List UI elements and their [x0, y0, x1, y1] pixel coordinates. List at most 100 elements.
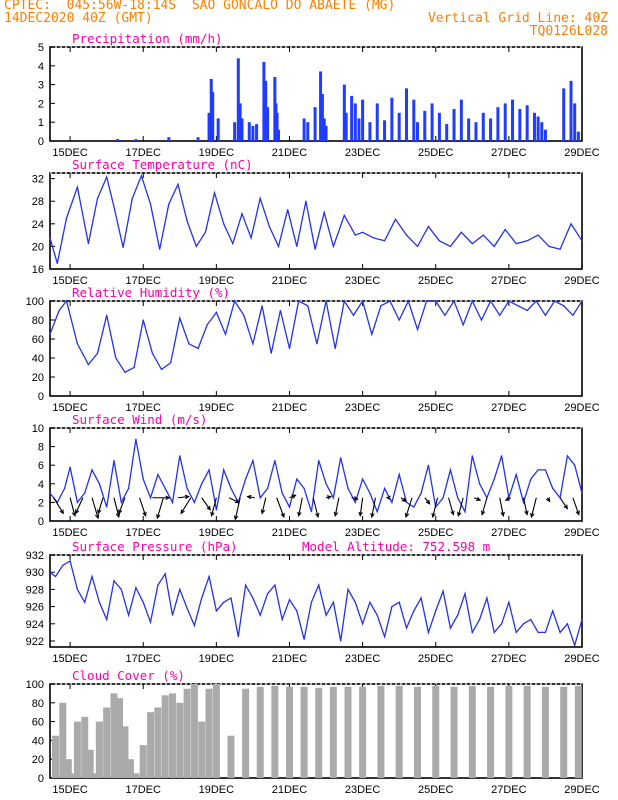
panel-4-wind-arrow-head — [233, 515, 239, 521]
panel-5-annotation: Model Altitude: 752.598 m — [302, 539, 490, 554]
panel-4-point — [259, 497, 261, 499]
panel-6-bar — [198, 721, 206, 778]
panel-6-title: Cloud Cover (%) — [72, 668, 185, 683]
panel-1-xtick-label: 19DEC — [199, 147, 235, 159]
panel-4-ytick-label: 2 — [38, 497, 44, 509]
panel-1-xtick-label: 29DEC — [564, 147, 600, 159]
panel-2-xtick-label: 27DEC — [491, 275, 527, 287]
panel-3-point — [261, 305, 263, 307]
panel-5-point — [522, 623, 525, 625]
panel-4-wind-arrow — [276, 497, 285, 518]
panel-4-wind-arrow-head — [115, 512, 121, 519]
panel-2-ytick-label: 16 — [32, 264, 44, 276]
panel-2-point — [526, 240, 528, 242]
panel-2-point — [195, 245, 197, 248]
panel-1-bar — [569, 80, 573, 141]
panel-4-wind-arrow — [448, 497, 454, 515]
panel-2-point — [416, 245, 419, 248]
panel-5-point — [552, 610, 554, 612]
panel-2-point — [277, 245, 280, 248]
panel-3-xtick-label: 23DEC — [345, 402, 381, 414]
panel-5-point — [442, 590, 444, 592]
panel-2-point — [405, 234, 408, 236]
panel-4-point — [552, 487, 554, 490]
panel-4-point — [479, 483, 481, 485]
panel-4-point — [208, 469, 210, 471]
header-datetime: 14DEC2020 40Z (GMT) — [4, 11, 153, 26]
panel-3-series-line — [49, 299, 583, 374]
panel-3-point — [197, 347, 199, 350]
panel-5-point — [274, 584, 276, 586]
panel-4-wind-arrow — [371, 497, 376, 518]
panel-3-ytick-label: 40 — [32, 353, 44, 365]
panel-5-point — [486, 597, 488, 599]
panel-6-bar — [51, 735, 59, 778]
panel-1-ytick-label: 2 — [38, 98, 44, 110]
panel-5-point — [98, 601, 100, 603]
panel-5-point — [515, 631, 517, 633]
panel-4-point — [574, 464, 576, 466]
panel-1-ytick-label: 5 — [38, 42, 44, 54]
panel-2-point — [493, 245, 495, 248]
panel-4-wind-arrow — [572, 497, 580, 515]
panel-3-point — [398, 319, 400, 321]
panel-1-bar — [467, 118, 471, 141]
panel-6-bar — [110, 693, 118, 778]
panel-3-point — [407, 300, 409, 302]
panel-1-bar — [233, 122, 237, 141]
panel-4-wind-arrow — [113, 497, 120, 518]
panel-1-bar — [277, 129, 281, 141]
panel-6-bar — [154, 707, 162, 778]
panel-4-xtick-label: 17DEC — [126, 527, 162, 539]
panel-3-point — [444, 314, 446, 316]
panel-3-point — [76, 343, 79, 345]
panel-6-bar — [90, 773, 98, 778]
panel-4-wind-arrow — [481, 497, 488, 515]
panel-3-point — [96, 352, 99, 354]
panel-2-point — [149, 203, 152, 205]
panel-2-point — [106, 176, 108, 178]
panel-3-point — [535, 300, 537, 302]
panel-4-point — [515, 473, 517, 476]
panel-6-ytick-label: 20 — [32, 754, 44, 766]
panel-4-point — [186, 487, 188, 490]
panel-5-point — [252, 597, 254, 599]
panel-1-bar — [211, 92, 215, 141]
panel-5-point — [574, 644, 576, 646]
panel-4-point — [149, 497, 152, 499]
panel-1-bar — [207, 112, 211, 141]
panel-2-point — [537, 234, 539, 236]
panel-4-wind-arrow-head — [575, 510, 580, 516]
panel-4-title: Surface Wind (m/s) — [72, 412, 207, 427]
panel-2-point — [314, 248, 316, 250]
panel-4-wind-arrow — [139, 497, 147, 516]
panel-4-point — [347, 487, 349, 490]
panel-4-point — [413, 506, 415, 508]
panel-2-point — [177, 183, 179, 185]
panel-6-bar — [242, 688, 250, 778]
panel-2-point — [305, 200, 307, 202]
panel-1-bar — [415, 122, 419, 141]
panel-4-wind-arrow-head — [504, 496, 510, 501]
panel-6-xtick-label: 25DEC — [418, 784, 454, 796]
panel-2-point — [76, 186, 79, 188]
panel-2-frame — [49, 172, 583, 270]
panel-6-xtick-label: 15DEC — [52, 784, 88, 796]
panel-1-bar — [306, 122, 310, 141]
panel-5-point — [215, 610, 217, 612]
panel-4-point — [522, 501, 525, 503]
panel-4-point — [303, 487, 305, 490]
panel-4-wind-arrow-head — [425, 499, 431, 505]
panel-1-bar — [167, 137, 171, 141]
panel-1-bar — [423, 110, 427, 141]
panel-4-wind-arrow-head — [260, 509, 266, 515]
panel-4-wind-arrow-head — [118, 509, 123, 515]
panel-3-point — [106, 314, 108, 316]
panel-1-bar — [319, 71, 323, 141]
panel-2-point — [259, 197, 261, 200]
panel-3-point — [234, 300, 236, 302]
panel-4-point — [91, 469, 93, 471]
panel-4-point — [64, 487, 66, 490]
panel-5-xtick-label: 25DEC — [418, 653, 454, 665]
panel-4-wind-arrow — [91, 497, 99, 519]
